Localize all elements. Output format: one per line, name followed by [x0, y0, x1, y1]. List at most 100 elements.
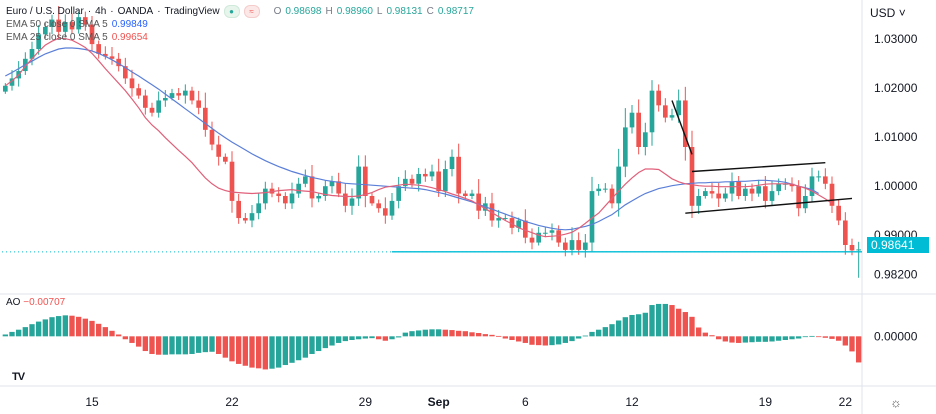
- ao-bar[interactable]: [269, 336, 275, 369]
- candle-body[interactable]: [263, 188, 268, 204]
- candle-body[interactable]: [363, 166, 368, 196]
- ao-bar[interactable]: [416, 330, 422, 337]
- candle-body[interactable]: [829, 183, 835, 206]
- ao-bar[interactable]: [76, 316, 82, 337]
- ao-bar[interactable]: [469, 332, 475, 337]
- ao-bar[interactable]: [62, 315, 68, 337]
- pattern-flag-lower[interactable]: [685, 197, 853, 214]
- ao-bar[interactable]: [682, 312, 688, 337]
- ao-bar[interactable]: [622, 317, 628, 337]
- ao-bar[interactable]: [749, 336, 755, 343]
- candle-body[interactable]: [569, 240, 575, 250]
- ao-bar[interactable]: [649, 305, 655, 337]
- ao-bar[interactable]: [282, 336, 288, 366]
- candle-body[interactable]: [703, 191, 708, 196]
- ao-bar[interactable]: [509, 336, 515, 340]
- candle-body[interactable]: [9, 78, 15, 86]
- candle-body[interactable]: [563, 242, 568, 250]
- candle-body[interactable]: [196, 100, 201, 108]
- tradingview-logo-icon[interactable]: TV: [12, 371, 25, 383]
- ao-bar[interactable]: [409, 331, 415, 337]
- candle-body[interactable]: [849, 245, 855, 251]
- ao-bar[interactable]: [482, 334, 488, 337]
- candle-body[interactable]: [816, 176, 821, 178]
- ao-bar[interactable]: [229, 336, 235, 362]
- ao-bar[interactable]: [542, 336, 548, 346]
- candle-body[interactable]: [789, 183, 795, 187]
- ao-bar[interactable]: [236, 336, 242, 364]
- ao-bar[interactable]: [449, 330, 455, 337]
- ao-bar[interactable]: [456, 330, 462, 337]
- ao-bar[interactable]: [676, 308, 682, 337]
- candle-body[interactable]: [143, 95, 148, 108]
- ao-bar[interactable]: [276, 336, 282, 368]
- candle-body[interactable]: [683, 100, 688, 147]
- ao-bar[interactable]: [176, 336, 182, 355]
- ao-bar[interactable]: [342, 336, 348, 342]
- candle-body[interactable]: [856, 249, 861, 251]
- ao-bar[interactable]: [222, 336, 228, 358]
- ao-bar[interactable]: [209, 336, 215, 352]
- ao-bar[interactable]: [249, 336, 255, 368]
- ao-bar[interactable]: [569, 336, 575, 342]
- ao-bar[interactable]: [702, 332, 708, 337]
- candle-body[interactable]: [403, 178, 408, 187]
- ao-bar[interactable]: [169, 336, 175, 355]
- candle-body[interactable]: [243, 218, 248, 221]
- ao-bar[interactable]: [316, 336, 322, 352]
- ao-bar[interactable]: [136, 336, 142, 347]
- candle-body[interactable]: [776, 183, 781, 192]
- candle-body[interactable]: [763, 186, 768, 201]
- ao-bar[interactable]: [549, 336, 555, 346]
- ao-bar[interactable]: [789, 336, 795, 340]
- candle-body[interactable]: [63, 22, 68, 32]
- candle-body[interactable]: [536, 232, 541, 243]
- ao-bar[interactable]: [429, 329, 435, 337]
- compare-icon[interactable]: ≈: [243, 5, 260, 18]
- ao-bar[interactable]: [389, 336, 395, 340]
- ao-bar[interactable]: [96, 323, 102, 337]
- candle-body[interactable]: [676, 100, 681, 116]
- ao-bar[interactable]: [729, 336, 735, 343]
- ao-bar[interactable]: [742, 336, 748, 343]
- candle-body[interactable]: [43, 26, 48, 35]
- candle-body[interactable]: [109, 56, 115, 59]
- ao-bar[interactable]: [356, 336, 362, 340]
- candle-body[interactable]: [203, 107, 208, 130]
- ema50-legend[interactable]: EMA 50 close 0 SMA 5 0.99849: [6, 18, 474, 31]
- ao-bar[interactable]: [122, 336, 128, 340]
- ao-bar[interactable]: [809, 335, 815, 337]
- ao-bar[interactable]: [656, 303, 662, 337]
- candle-body[interactable]: [116, 58, 121, 67]
- candle-body[interactable]: [743, 188, 748, 196]
- ao-bar[interactable]: [289, 336, 295, 363]
- candle-body[interactable]: [129, 78, 135, 89]
- ao-bar[interactable]: [762, 336, 768, 342]
- ao-legend[interactable]: AO −0.00707: [6, 297, 65, 308]
- candle-body[interactable]: [216, 144, 221, 157]
- candle-body[interactable]: [389, 200, 395, 216]
- candle-body[interactable]: [543, 232, 548, 234]
- candle-body[interactable]: [696, 196, 701, 206]
- candle-body[interactable]: [609, 188, 615, 204]
- ema25-legend[interactable]: EMA 25 close 0 SMA 5 0.99654: [6, 31, 474, 44]
- ao-bar[interactable]: [596, 329, 602, 337]
- ao-bar[interactable]: [802, 336, 808, 338]
- candle-body[interactable]: [629, 112, 635, 128]
- candle-body[interactable]: [423, 173, 428, 177]
- candle-body[interactable]: [103, 53, 108, 57]
- timeframe[interactable]: 4h: [95, 6, 107, 17]
- pattern-pole[interactable]: [671, 100, 693, 155]
- candle-body[interactable]: [303, 176, 308, 184]
- ao-bar[interactable]: [536, 336, 542, 346]
- candle-body[interactable]: [756, 186, 761, 194]
- ao-bar[interactable]: [662, 303, 668, 337]
- candle-body[interactable]: [443, 169, 448, 192]
- ao-bar[interactable]: [442, 329, 448, 337]
- candle-body[interactable]: [369, 196, 375, 204]
- candle-body[interactable]: [409, 178, 415, 184]
- ao-bar[interactable]: [796, 336, 802, 339]
- ao-bar[interactable]: [856, 336, 862, 363]
- ao-bar[interactable]: [336, 336, 342, 343]
- ao-bar[interactable]: [322, 336, 328, 349]
